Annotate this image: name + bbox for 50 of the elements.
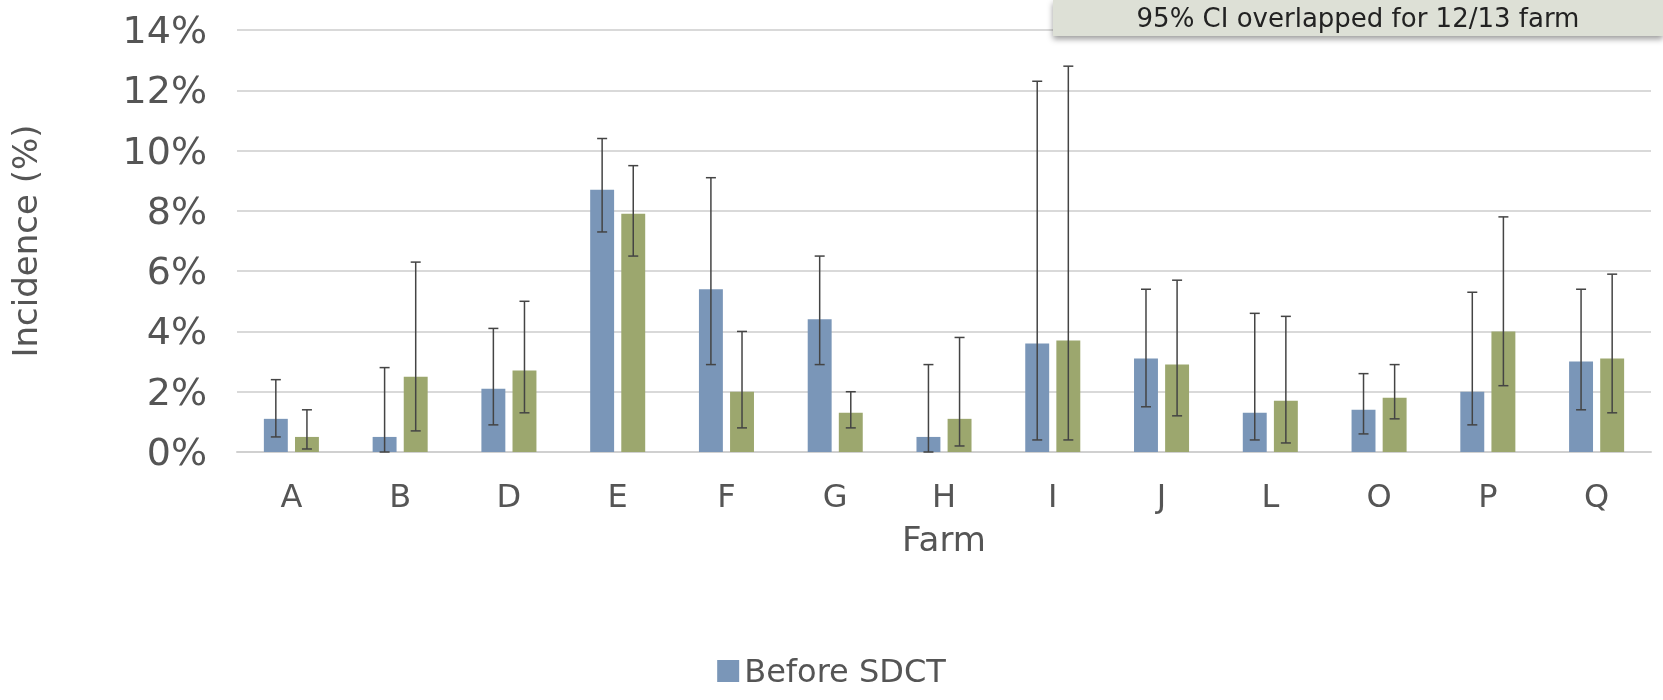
bar <box>1382 397 1407 452</box>
bar <box>621 213 646 452</box>
bar <box>1600 358 1625 452</box>
bar <box>590 189 615 452</box>
bar <box>1460 391 1485 452</box>
bar <box>263 418 288 452</box>
x-tick-label: D <box>496 477 522 515</box>
y-tick-label: 8% <box>146 188 207 233</box>
x-tick-label: F <box>717 477 736 515</box>
bar <box>481 388 506 452</box>
bar <box>1056 340 1081 452</box>
bar <box>403 376 428 452</box>
x-tick-label: J <box>1154 477 1167 515</box>
y-tick-label: 6% <box>146 249 207 294</box>
legend-label: Before SDCT <box>744 652 947 690</box>
x-tick-label: I <box>1048 477 1058 515</box>
x-tick-label: A <box>280 477 303 515</box>
bar <box>1242 412 1267 452</box>
x-axis-title: Farm <box>902 519 986 559</box>
bar <box>372 436 397 452</box>
y-axis-title: Incidence (%) <box>5 124 45 358</box>
bar <box>1273 400 1298 452</box>
bar <box>1569 361 1594 452</box>
y-tick-label: 12% <box>122 68 207 113</box>
bar <box>698 289 723 452</box>
y-tick-label: 4% <box>146 309 207 354</box>
bar <box>1025 343 1050 452</box>
x-tick-label: P <box>1478 477 1498 515</box>
bar <box>512 370 537 452</box>
bar <box>916 436 941 452</box>
bar <box>838 412 863 452</box>
x-tick-label: B <box>389 477 412 515</box>
bar <box>807 319 832 452</box>
bar <box>1165 364 1190 452</box>
bar <box>730 391 754 452</box>
y-tick-label: 10% <box>122 128 207 173</box>
x-tick-label: E <box>607 477 628 515</box>
callout-box: 95% CI overlapped for 12/13 farm <box>1053 0 1663 36</box>
bar <box>1351 409 1376 452</box>
x-tick-label: H <box>931 477 957 515</box>
x-tick-label: L <box>1261 477 1280 515</box>
x-tick-label: G <box>822 477 848 515</box>
y-tick-label: 2% <box>146 369 207 414</box>
bar <box>947 418 972 452</box>
bar <box>1491 331 1516 452</box>
x-tick-label: Q <box>1584 477 1610 515</box>
x-tick-label: O <box>1366 477 1392 515</box>
bar <box>1134 358 1158 452</box>
y-tick-label: 0% <box>146 430 207 474</box>
y-tick-label: 14% <box>122 8 207 52</box>
